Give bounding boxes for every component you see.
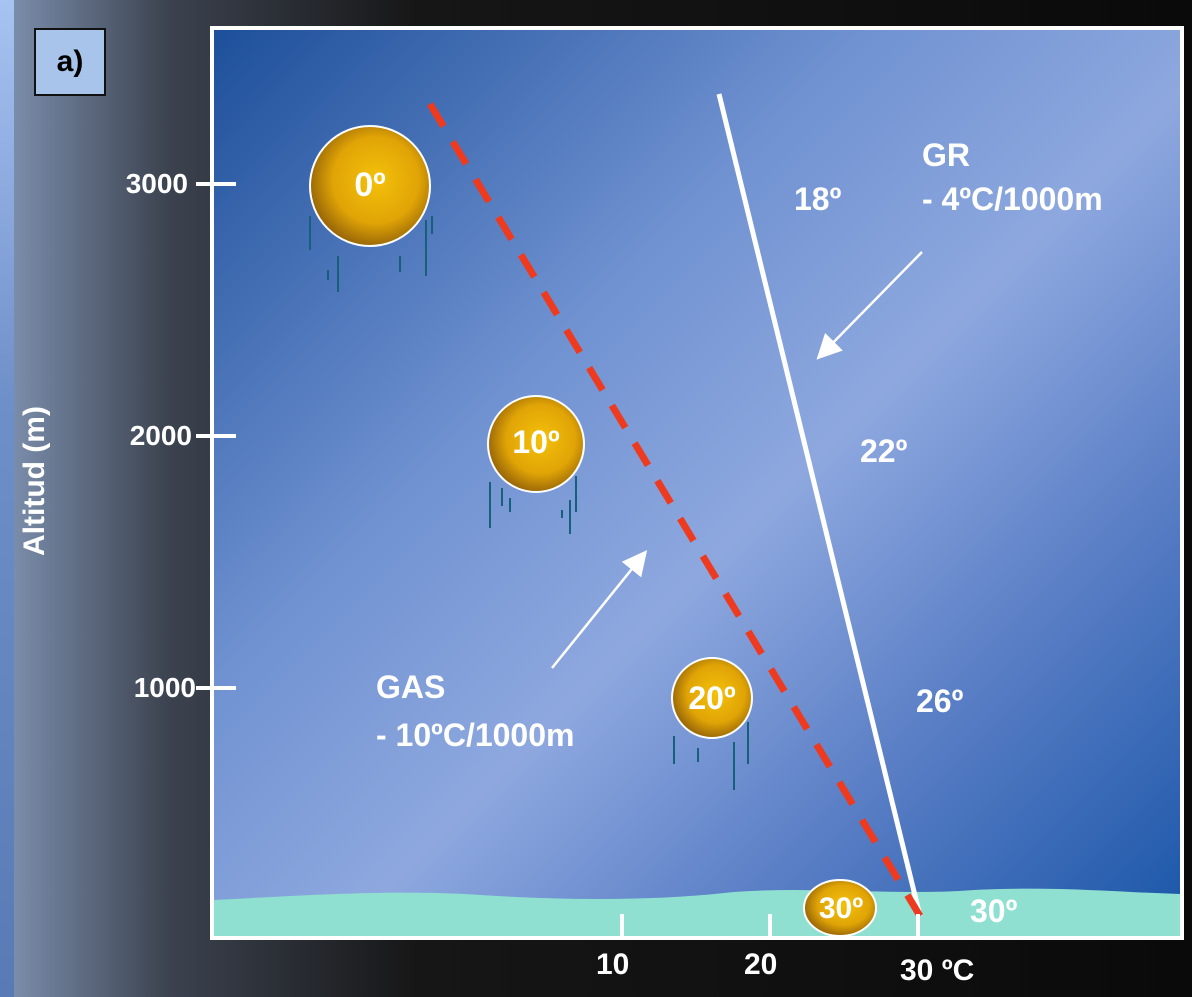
gas-line [427,102,923,918]
parcel-20 [671,657,753,790]
left-strip [0,0,14,997]
gr-arrow [816,251,923,360]
diagram-svg [214,93,1180,936]
parcel-label-20: 20º [688,680,736,716]
x-tick-label-30: 30 ºC [900,954,975,987]
y-axis-ticks [196,182,236,690]
x-tick-label-10: 10 [596,948,630,981]
gas-arrow [551,550,648,669]
gr-temp-26: 26º [916,683,964,719]
parcel-30 [803,879,877,936]
y-tick-label-2000: 2000 [129,420,192,451]
parcel-label-0: 0º [354,166,386,204]
diagram-plot-area: 0º 10º 20º 30º GR - 4ºC/1000m 18º 22º 26… [210,26,1184,940]
gr-temp-30: 30º [970,893,1018,929]
gr-line [716,93,923,917]
parcel-10 [487,395,585,534]
gr-name: GR [922,137,970,173]
x-tick-label-20: 20 [744,948,778,981]
y-tick-label-1000: 1000 [133,672,196,703]
panel-label: a) [34,28,106,96]
gr-temp-22: 22º [860,433,908,469]
parcel-label-10: 10º [512,424,560,460]
parcel-0 [309,125,433,292]
parcel-label-30: 30º [818,892,864,925]
gr-temp-18: 18º [794,181,842,217]
gr-rate: - 4ºC/1000m [922,181,1103,217]
y-axis-title: Altitud (m) [18,406,51,556]
ground-band [214,888,1180,936]
y-tick-label-3000: 3000 [125,168,188,199]
gas-rate: - 10ºC/1000m [376,717,575,753]
gas-name: GAS [376,669,446,705]
